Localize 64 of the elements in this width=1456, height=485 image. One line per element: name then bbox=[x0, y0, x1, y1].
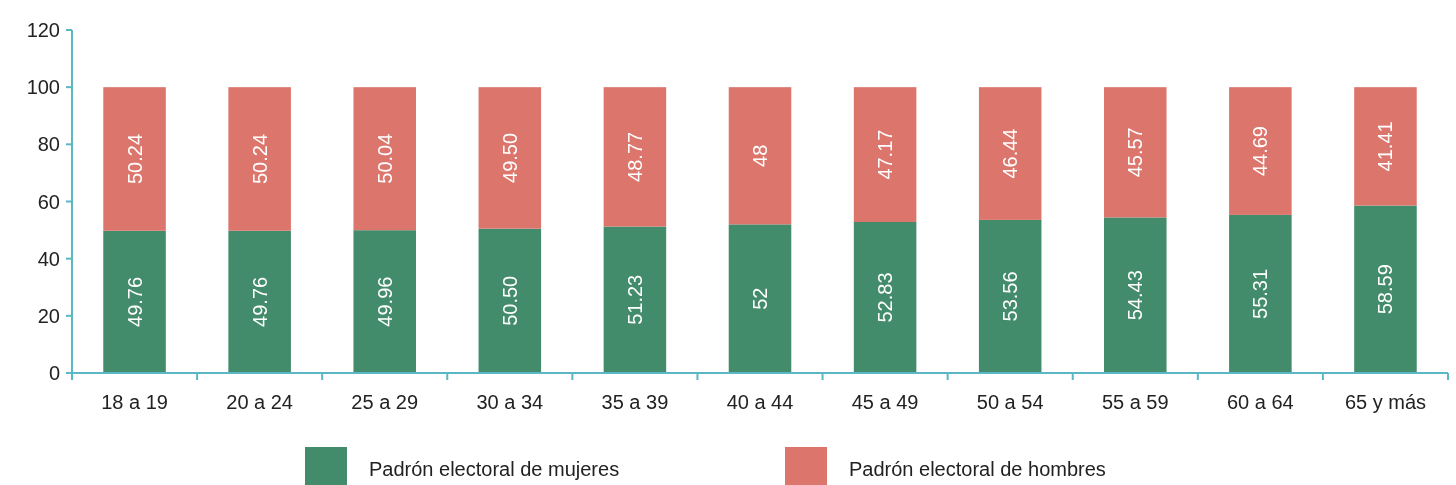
data-label: 45.57 bbox=[1124, 127, 1147, 178]
bar bbox=[603, 226, 667, 373]
y-tick-label: 120 bbox=[26, 19, 60, 41]
bar bbox=[728, 87, 792, 225]
x-tick-label: 65 y más bbox=[1344, 391, 1427, 413]
bar bbox=[228, 87, 291, 231]
data-label: 49.76 bbox=[123, 276, 146, 327]
data-label: 44.69 bbox=[1249, 126, 1272, 177]
bar bbox=[1104, 87, 1167, 218]
data-label: 50.24 bbox=[123, 133, 146, 184]
data-label: 53.56 bbox=[999, 271, 1022, 322]
data-label: 49.76 bbox=[248, 276, 271, 327]
bar bbox=[478, 87, 542, 229]
data-label: 58.59 bbox=[1374, 264, 1397, 315]
data-label: 50.50 bbox=[498, 275, 521, 326]
data-label: 49.96 bbox=[373, 276, 396, 327]
data-label: 51.23 bbox=[623, 274, 646, 325]
bar bbox=[228, 230, 291, 373]
bar bbox=[978, 87, 1042, 220]
data-label: 52.83 bbox=[874, 272, 897, 323]
data-label: 50.04 bbox=[373, 133, 396, 184]
bar bbox=[853, 221, 917, 373]
data-label: 47.17 bbox=[874, 129, 897, 180]
y-tick-label: 60 bbox=[37, 190, 60, 213]
data-label: 41.41 bbox=[1374, 121, 1397, 172]
x-tick-label: 50 a 54 bbox=[976, 391, 1044, 413]
y-tick-label: 80 bbox=[37, 133, 60, 156]
bar bbox=[353, 87, 416, 231]
data-label: 55.31 bbox=[1249, 268, 1272, 319]
data-label: 50.24 bbox=[248, 133, 271, 184]
data-label: 48.77 bbox=[623, 131, 646, 182]
bar bbox=[1104, 217, 1167, 373]
x-tick-label: 25 a 29 bbox=[351, 391, 419, 413]
data-label: 48 bbox=[749, 144, 771, 167]
bar bbox=[103, 87, 166, 231]
bar bbox=[1354, 205, 1417, 373]
bar bbox=[1354, 87, 1417, 206]
bar bbox=[1229, 214, 1292, 373]
x-tick-label: 35 a 39 bbox=[601, 391, 669, 413]
x-tick-label: 40 a 44 bbox=[726, 391, 794, 413]
bar bbox=[853, 87, 917, 222]
bar bbox=[103, 230, 166, 373]
bar bbox=[603, 87, 667, 227]
x-tick-label: 55 a 59 bbox=[1101, 391, 1169, 413]
y-tick-label: 40 bbox=[37, 247, 60, 270]
data-label: 52 bbox=[749, 287, 771, 310]
bar bbox=[728, 224, 792, 373]
x-tick-label: 60 a 64 bbox=[1227, 391, 1294, 413]
bar bbox=[1229, 87, 1292, 215]
legend-label: Padrón electoral de mujeres bbox=[369, 458, 620, 480]
bar bbox=[478, 228, 542, 373]
bar bbox=[978, 219, 1042, 373]
x-tick-label: 18 a 19 bbox=[101, 391, 168, 413]
data-label: 46.44 bbox=[999, 128, 1022, 179]
data-label: 54.43 bbox=[1124, 270, 1147, 321]
x-tick-label: 30 a 34 bbox=[476, 391, 544, 413]
data-label: 49.50 bbox=[498, 132, 521, 183]
x-tick-label: 20 a 24 bbox=[226, 391, 293, 413]
x-tick-label: 45 a 49 bbox=[851, 391, 919, 413]
y-tick-label: 100 bbox=[26, 76, 60, 99]
y-tick-label: 0 bbox=[48, 362, 60, 384]
y-tick-label: 20 bbox=[37, 304, 60, 327]
legend-label: Padrón electoral de hombres bbox=[849, 458, 1106, 480]
bar bbox=[353, 230, 416, 373]
